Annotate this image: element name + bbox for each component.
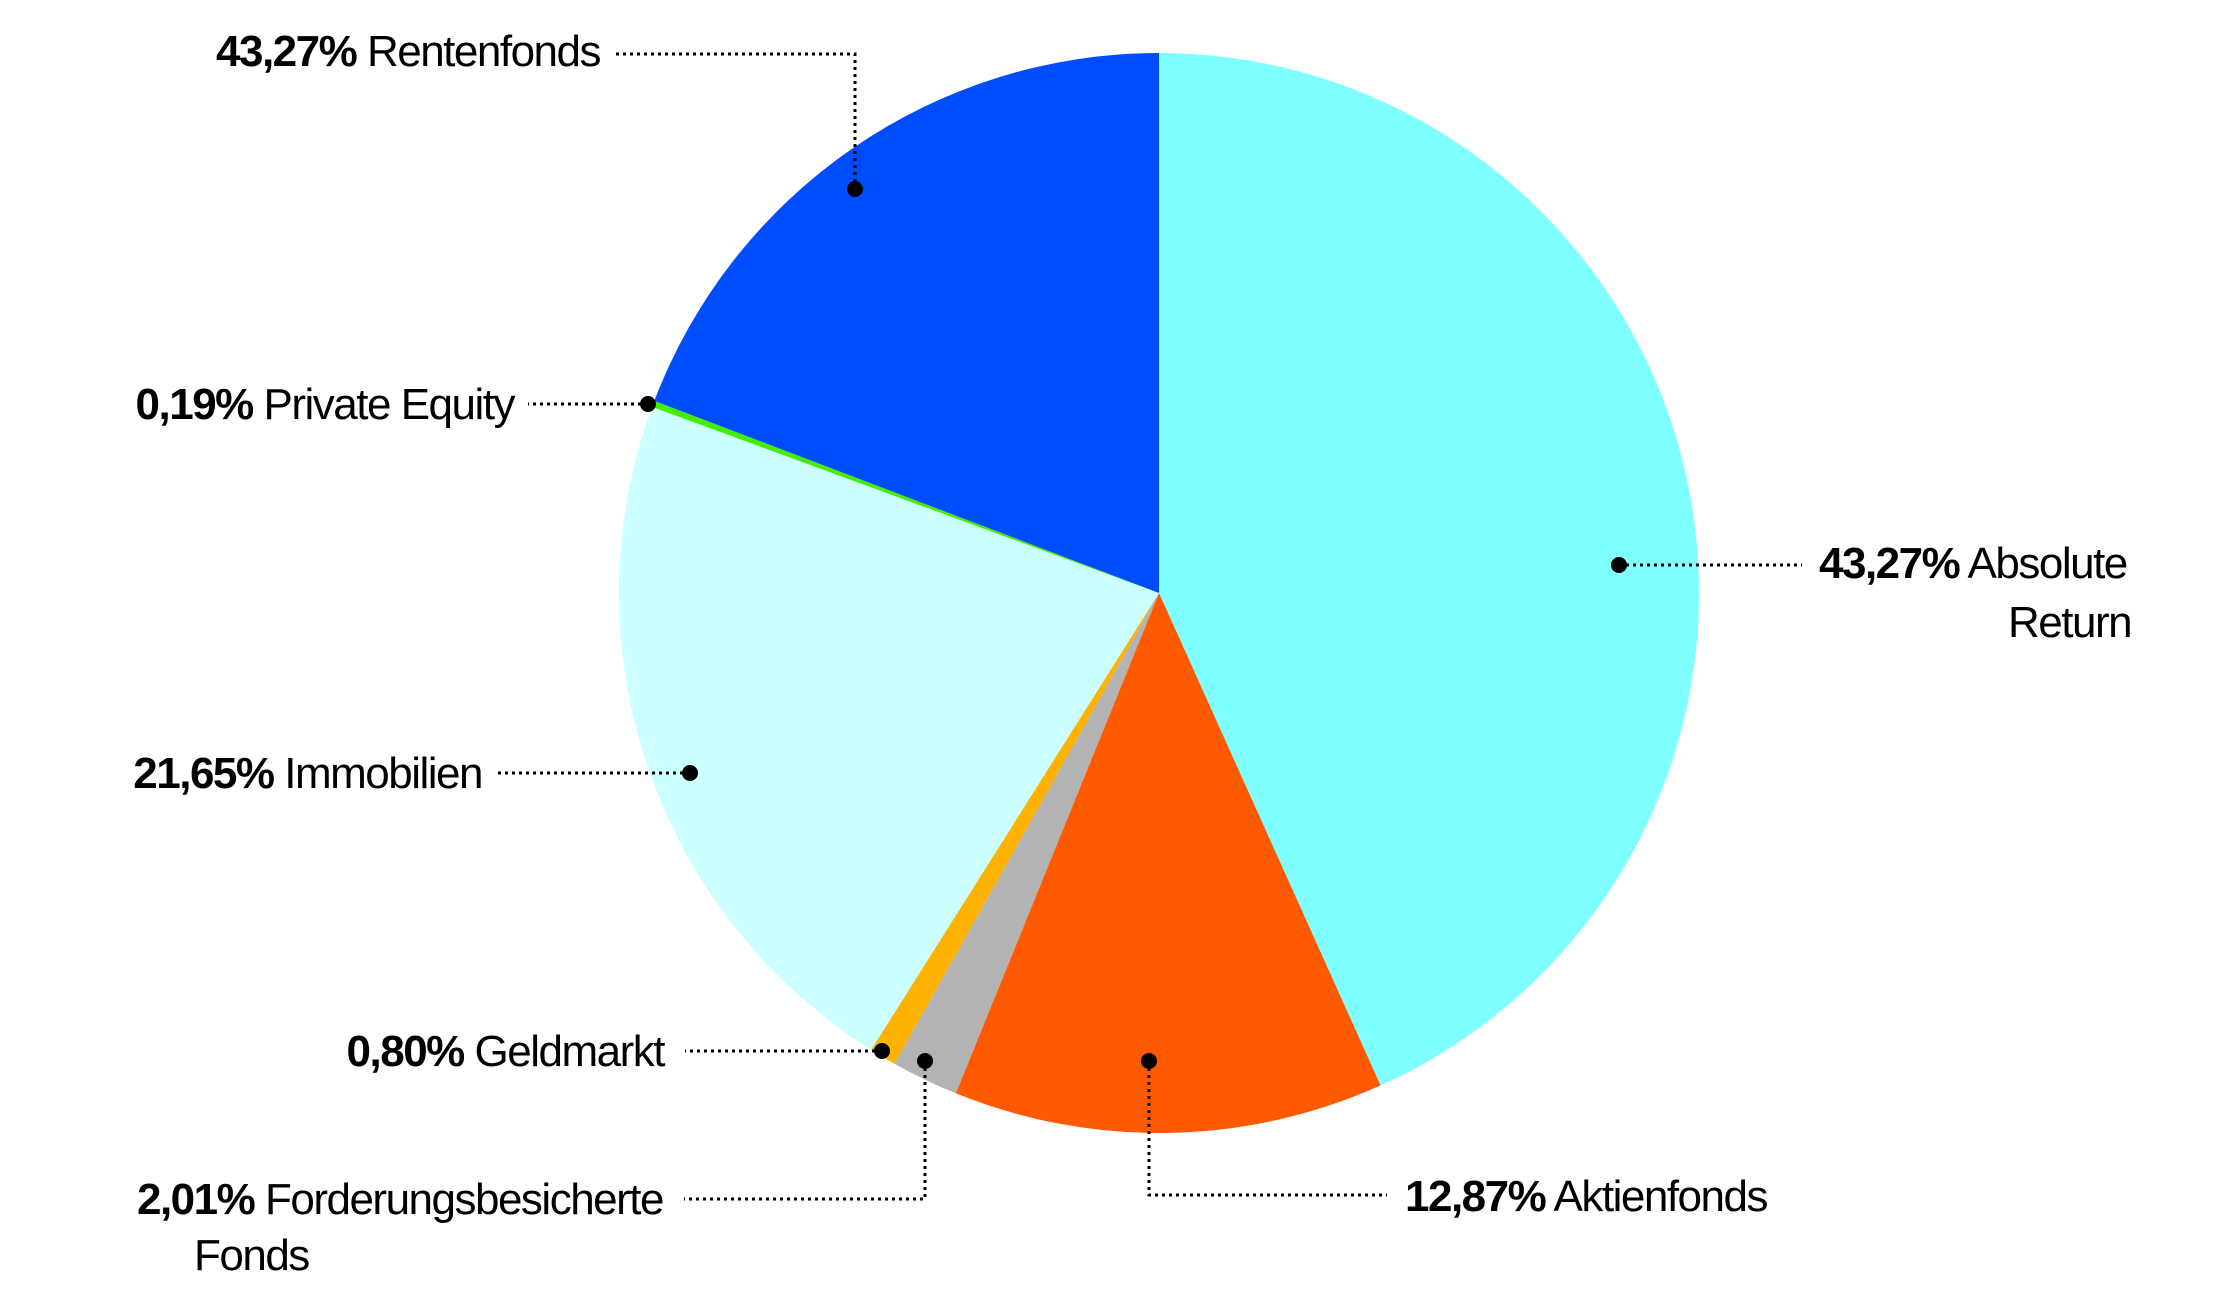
label-name: Rentenfonds (367, 27, 601, 76)
leader-line (684, 1061, 927, 1201)
label-pct: 0,19% (136, 380, 254, 429)
label-pct: 12,87% (1405, 1172, 1546, 1221)
pie-slice-forderungsbesicherte-fonds (894, 593, 1159, 1094)
leader-dot (682, 765, 698, 781)
label-geldmarkt: 0,80% Geldmarkt (347, 1027, 890, 1076)
label-pct: 43,27% (216, 27, 357, 76)
label-private-equity: 0,19% Private Equity (136, 380, 656, 429)
leader-line (614, 52, 857, 189)
label-text: 0,19% Private Equity (136, 380, 516, 429)
label-pct: 21,65% (133, 749, 274, 798)
label-text: 2,01% Forderungsbesicherte (137, 1175, 663, 1224)
pie-slices (618, 53, 1700, 1134)
label-name: Immobilien (284, 749, 482, 798)
label-name: Absolute (1968, 539, 2127, 588)
label-name: Forderungsbesicherte (265, 1175, 663, 1224)
leader-dot (874, 1043, 890, 1059)
leader-dot (917, 1053, 933, 1069)
leader-dot (847, 181, 863, 197)
leader-dot (1611, 557, 1627, 573)
label-pct: 0,80% (347, 1027, 465, 1076)
label-rentenfonds: 43,27% Rentenfonds (216, 27, 863, 197)
leader-dot (1141, 1053, 1157, 1069)
label-text: 43,27% Absolute (1819, 539, 2127, 588)
label-name-line2: Return (2008, 598, 2131, 647)
pie-slice-rentenfonds (654, 53, 1159, 593)
leader-dot (640, 396, 656, 412)
label-name: Private Equity (264, 380, 516, 429)
pie-slice-immobilien (618, 406, 1159, 1050)
label-pct: 43,27% (1819, 539, 1960, 588)
pie-slice-aktienfonds (955, 593, 1381, 1134)
label-text: 43,27% Rentenfonds (216, 27, 600, 76)
label-text: 0,80% Geldmarkt (347, 1027, 666, 1076)
label-forderungsbesicherte-fonds: 2,01% Forderungsbesicherte Fonds (137, 1053, 933, 1280)
pie-slice-geldmarkt (871, 593, 1159, 1064)
label-text: 21,65% Immobilien (133, 749, 482, 798)
pie-slice-private-equity (652, 400, 1159, 593)
label-pct: 2,01% (137, 1175, 255, 1224)
label-name-line2: Fonds (194, 1231, 309, 1280)
label-aktienfonds: 12,87% Aktienfonds (1141, 1053, 1769, 1221)
label-immobilien: 21,65% Immobilien (133, 749, 698, 798)
label-absolute-return: 43,27% Absolute Return (1611, 539, 2133, 647)
pie-slice-absolute-return (1159, 53, 1700, 1086)
leader-line (1147, 1061, 1387, 1197)
label-name: Geldmarkt (475, 1027, 666, 1076)
label-text: 12,87% Aktienfonds (1405, 1172, 1767, 1221)
label-name: Aktienfonds (1554, 1172, 1768, 1221)
